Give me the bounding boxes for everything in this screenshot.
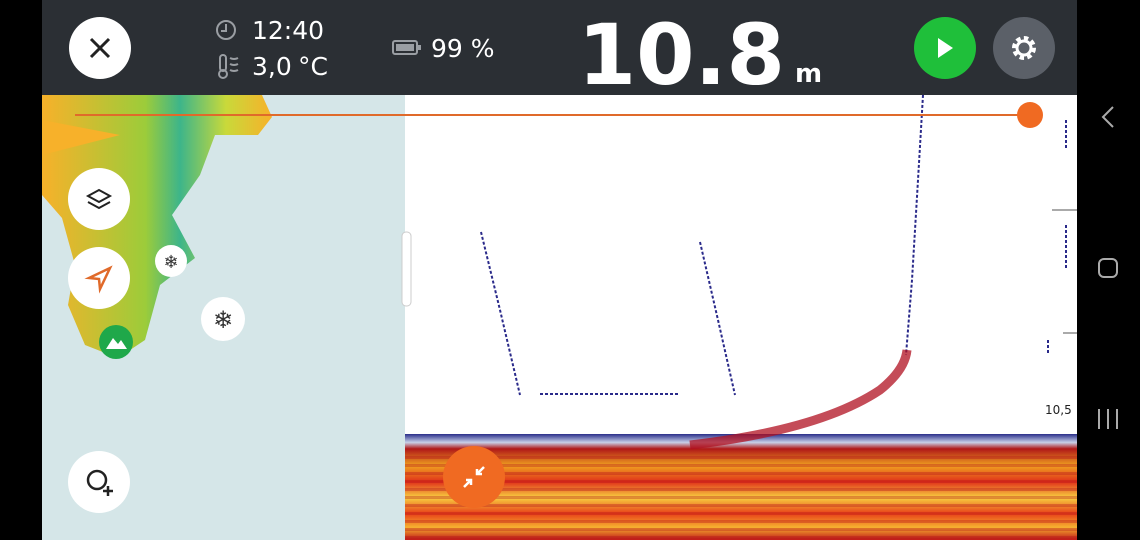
svg-text:❄: ❄ bbox=[213, 306, 233, 334]
depth-slider[interactable] bbox=[1017, 102, 1043, 128]
temperature-icon bbox=[218, 54, 239, 79]
depth-scale bbox=[1052, 209, 1077, 334]
svg-text:❄: ❄ bbox=[163, 252, 178, 273]
battery-icon bbox=[392, 40, 421, 55]
depth-unit: m bbox=[795, 59, 822, 89]
panel-handle[interactable] bbox=[401, 231, 412, 307]
layers-button[interactable] bbox=[68, 168, 130, 230]
clock-icon bbox=[216, 20, 236, 40]
top-bar bbox=[42, 0, 1077, 95]
recents-button[interactable] bbox=[1098, 409, 1118, 429]
navigate-button[interactable] bbox=[68, 247, 130, 309]
home-button[interactable] bbox=[1098, 258, 1118, 278]
time: 12:40 bbox=[252, 16, 324, 45]
play-button[interactable] bbox=[914, 17, 976, 79]
sonar-bottom-texture bbox=[405, 452, 1077, 540]
bottom-echo bbox=[689, 349, 912, 450]
back-button[interactable] bbox=[1101, 106, 1114, 128]
sonar-echoes bbox=[480, 94, 1067, 396]
ice-marker[interactable]: ❄ bbox=[155, 245, 187, 277]
collapse-button[interactable] bbox=[443, 446, 505, 508]
spot-marker[interactable] bbox=[99, 325, 133, 359]
close-button[interactable] bbox=[69, 17, 131, 79]
nav-bar bbox=[1098, 106, 1118, 429]
ice-marker[interactable]: ❄ bbox=[201, 297, 245, 341]
settings-button[interactable] bbox=[993, 17, 1055, 79]
battery: 99 % bbox=[431, 34, 495, 63]
add-spot-button[interactable] bbox=[68, 451, 130, 513]
depth-scale-label: 10,5 bbox=[1045, 403, 1072, 417]
temperature: 3,0 bbox=[252, 52, 292, 81]
depth-value: 10.8 bbox=[578, 6, 785, 104]
land-area bbox=[42, 120, 120, 155]
temperature-unit: °C bbox=[298, 52, 328, 81]
